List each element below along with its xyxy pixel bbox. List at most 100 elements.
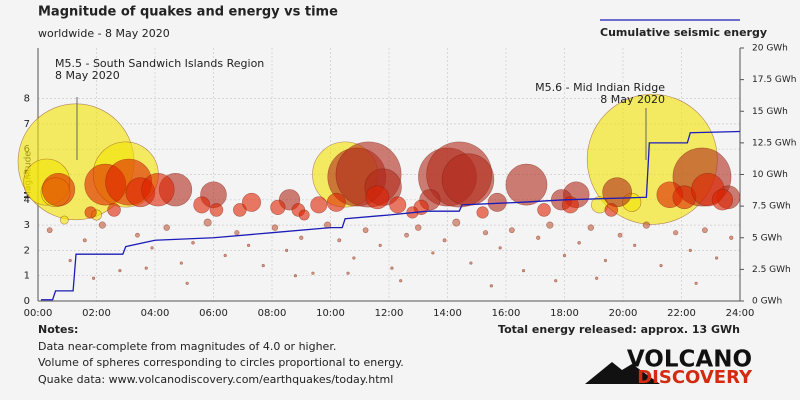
y2-tick-label: 2.5 GWh	[752, 265, 791, 275]
y-tick-label: 7	[24, 119, 30, 130]
quake-bubble	[702, 227, 708, 234]
total-label: Total energy released: approx. 13 GWh	[498, 323, 740, 336]
y2-tick-label: 15 GWh	[752, 107, 788, 117]
quake-bubble	[587, 224, 595, 231]
x-tick-label: 08:00	[258, 308, 287, 319]
y-tick-label: 3	[24, 220, 30, 231]
quake-bubble	[546, 221, 554, 229]
quake-bubble	[91, 276, 96, 280]
annotation: M5.6 - Mid Indian Ridge	[535, 81, 665, 94]
y2-tick-label: 10 GWh	[752, 170, 788, 180]
quake-bubble	[642, 221, 650, 229]
quake-bubble	[185, 281, 189, 285]
x-tick-label: 10:00	[316, 308, 345, 319]
note: Quake data: www.volcanodiscovery.com/ear…	[38, 373, 393, 386]
x-tick-label: 14:00	[433, 308, 462, 319]
quake-bubble	[482, 230, 489, 236]
quake-bubble	[141, 173, 175, 207]
quake-bubble	[711, 189, 734, 211]
quake-bubble	[378, 243, 382, 247]
notes-heading: Notes:	[38, 323, 78, 336]
quake-bubble	[84, 206, 97, 219]
quake-bubble	[223, 253, 227, 258]
quake-bubble	[193, 196, 211, 214]
x-tick-label: 06:00	[199, 308, 228, 319]
y2-tick-label: 17.5 GWh	[752, 75, 796, 85]
quake-bubble	[431, 251, 435, 255]
x-tick-label: 22:00	[667, 308, 696, 319]
quake-bubble	[209, 203, 224, 217]
y-tick-label: 8	[24, 94, 30, 105]
quake-bubble	[604, 203, 619, 217]
quake-bubble	[602, 177, 633, 208]
y-tick-label: 1	[24, 271, 30, 282]
quake-bubble	[311, 271, 315, 275]
quake-bubble	[487, 192, 507, 212]
quake-bubble	[46, 227, 53, 234]
quake-bubble	[521, 269, 526, 273]
quake-bubble	[270, 199, 286, 215]
quake-bubble	[729, 235, 734, 240]
quake-bubble	[365, 185, 390, 210]
x-tick-label: 16:00	[492, 308, 521, 319]
quake-bubble	[310, 196, 328, 214]
quake-bubble	[452, 218, 461, 227]
y-tick-label: 2	[24, 245, 30, 256]
quake-bubble	[554, 279, 558, 283]
quake-bubble	[337, 238, 342, 243]
quake-bubble	[489, 284, 493, 288]
quake-bubble	[68, 258, 72, 263]
quake-bubble	[135, 232, 140, 238]
y2-tick-label: 0 GWh	[752, 297, 782, 307]
quake-bubble	[688, 248, 692, 252]
quake-bubble	[505, 163, 548, 206]
note: Data near-complete from magnitudes of 4.…	[38, 340, 336, 353]
logo-text: VOLCANO	[627, 347, 752, 373]
note: Volume of spheres corresponding to circl…	[38, 356, 404, 369]
quake-bubble	[595, 276, 599, 280]
quake-bubble	[469, 261, 473, 265]
quake-bubble	[326, 192, 346, 212]
quake-bubble	[404, 232, 409, 238]
quake-bubble	[603, 258, 608, 263]
quake-bubble	[441, 153, 495, 206]
x-tick-label: 02:00	[82, 308, 111, 319]
quake-bubble	[476, 206, 489, 219]
y-tick-label: 4	[24, 195, 30, 206]
y2-tick-label: 7.5 GWh	[752, 202, 791, 212]
quake-bubble	[617, 232, 623, 238]
y-tick-label: 0	[24, 296, 30, 307]
quake-bubble	[41, 173, 76, 207]
quake-bubble	[118, 269, 122, 273]
annotation: 8 May 2020	[600, 93, 665, 106]
logo-icon	[585, 362, 660, 384]
annotation: M5.5 - South Sandwich Islands Region	[55, 57, 264, 70]
quake-bubble	[498, 246, 502, 250]
quake-bubble	[98, 221, 106, 229]
quake-bubble	[415, 224, 422, 231]
quake-bubble	[562, 253, 567, 258]
quake-bubble	[694, 281, 698, 285]
quake-bubble	[352, 256, 356, 260]
logo-text: DISCOVERY	[637, 367, 753, 388]
legend-label: Cumulative seismic energy	[600, 26, 767, 39]
x-tick-label: 04:00	[141, 308, 170, 319]
energy-line	[40, 130, 741, 301]
quake-bubble	[673, 230, 679, 236]
x-tick-label: 20:00	[609, 308, 638, 319]
y2-tick-label: 5 GWh	[752, 233, 782, 243]
quake-bubble	[299, 235, 304, 240]
quake-bubble	[293, 274, 298, 278]
quake-bubble	[107, 203, 121, 217]
quake-bubble	[362, 227, 369, 234]
quake-bubble	[247, 243, 251, 247]
quake-bubble	[561, 196, 579, 214]
quake-bubble	[144, 266, 148, 270]
x-tick-label: 24:00	[726, 308, 755, 319]
x-tick-label: 18:00	[550, 308, 579, 319]
quake-bubble	[179, 261, 183, 265]
quake-bubble	[150, 246, 154, 250]
quake-bubble	[203, 218, 212, 227]
quake-bubble	[659, 263, 663, 268]
